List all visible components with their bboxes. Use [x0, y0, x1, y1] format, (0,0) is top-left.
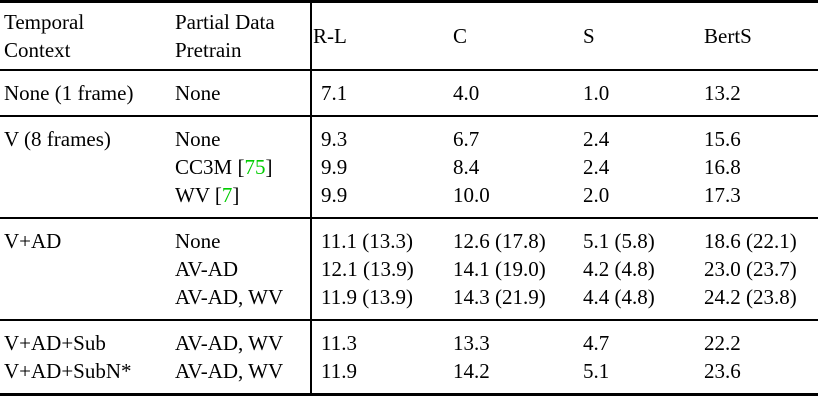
- metric-value-cell: 4.7: [583, 331, 610, 355]
- pretrain-cell: None: [175, 81, 221, 105]
- metric-value-cell: 14.2: [453, 359, 490, 383]
- metric-value-cell: 15.6: [704, 127, 741, 151]
- metric-value-cell: 5.1 (5.8): [583, 229, 655, 253]
- col-header-spice: S: [583, 24, 595, 48]
- metric-value-cell: 12.6 (17.8): [453, 229, 546, 253]
- header-line: Partial Data: [175, 10, 275, 34]
- metric-value-cell: 6.7: [453, 127, 480, 151]
- metric-value-cell: 8.4: [453, 155, 480, 179]
- temporal-context-cell: [0, 255, 171, 283]
- metric-value-cell: 2.4: [583, 127, 610, 151]
- metric-value-cell: 4.4 (4.8): [583, 285, 655, 309]
- metric-value-cell: 18.6 (22.1): [704, 229, 797, 253]
- pretrain-cell: AV-AD, WV: [175, 359, 284, 383]
- table-row: AV-AD, WV 11.9 (13.9) 14.3 (21.9) 4.4 (4.8)…: [0, 283, 818, 320]
- temporal-context-cell: [0, 153, 171, 181]
- temporal-context-cell: V+AD+SubN*: [4, 359, 132, 383]
- pretrain-cell: WV [7]: [175, 183, 240, 207]
- table-row: AV-AD 12.1 (13.9) 14.1 (19.0) 4.2 (4.8) 23.0…: [0, 255, 818, 283]
- metric-value-cell: 24.2 (23.8): [704, 285, 797, 309]
- metric-value-cell: 14.3 (21.9): [453, 285, 546, 309]
- metric-value-cell: 2.0: [583, 183, 610, 207]
- metric-value-cell: 14.1 (19.0): [453, 257, 546, 281]
- pretrain-cell: None: [175, 229, 221, 253]
- metric-value-cell: 2.4: [583, 155, 610, 179]
- header-line: Pretrain: [175, 38, 242, 62]
- header-line: Context: [4, 38, 71, 62]
- table-row: V (8 frames) None 9.3 6.7 2.4 15.6: [0, 116, 818, 153]
- col-header-temporal-context: Temporal Context: [0, 2, 171, 71]
- metric-value-cell: 11.1 (13.3): [310, 218, 452, 255]
- metric-value-cell: 10.0: [453, 183, 490, 207]
- metric-value-cell: 7.1: [310, 70, 452, 116]
- metric-value-cell: 4.0: [453, 81, 480, 105]
- table-row: V+AD+Sub AV-AD, WV 11.3 13.3 4.7 22.2: [0, 320, 818, 357]
- row-group-3: V+AD+Sub AV-AD, WV 11.3 13.3 4.7 22.2 V+AD+Sub…: [0, 320, 818, 395]
- metric-value-cell: 13.2: [704, 81, 741, 105]
- metric-value-cell: 11.9: [310, 357, 452, 395]
- metric-value-cell: 13.3: [453, 331, 490, 355]
- metric-value-cell: 23.0 (23.7): [704, 257, 797, 281]
- metric-value-cell: 5.1: [583, 359, 610, 383]
- metric-value-cell: 22.2: [704, 331, 741, 355]
- temporal-context-cell: V+AD+Sub: [4, 331, 106, 355]
- metric-value-cell: 9.9: [310, 153, 452, 181]
- table-row: CC3M [75] 9.9 8.4 2.4 16.8: [0, 153, 818, 181]
- temporal-context-cell: V (8 frames): [4, 127, 111, 151]
- header-line: Temporal: [4, 10, 85, 34]
- pretrain-cell: AV-AD, WV: [175, 285, 284, 309]
- pretrain-cell: AV-AD, WV: [175, 331, 284, 355]
- table-row: V+AD None 11.1 (13.3) 12.6 (17.8) 5.1 (5.8) 1…: [0, 218, 818, 255]
- metric-value-cell: 9.3: [310, 116, 452, 153]
- temporal-context-cell: None (1 frame): [4, 81, 134, 105]
- metric-value-cell: 1.0: [583, 81, 610, 105]
- col-header-bertscore: BertS: [704, 24, 752, 48]
- table-row: V+AD+SubN* AV-AD, WV 11.9 14.2 5.1 23.6: [0, 357, 818, 395]
- table-header: Temporal Context Partial Data Pretrain R…: [0, 1, 818, 71]
- table-row: WV [7] 9.9 10.0 2.0 17.3: [0, 181, 818, 218]
- temporal-context-cell: [0, 283, 171, 320]
- citation-ref[interactable]: 75: [244, 155, 266, 179]
- pretrain-cell: AV-AD: [175, 257, 239, 281]
- citation-ref[interactable]: 7: [221, 183, 233, 207]
- row-group-1: V (8 frames) None 9.3 6.7 2.4 15.6 CC3M [75] 9.…: [0, 116, 818, 218]
- pretrain-cell: CC3M [75]: [175, 155, 273, 179]
- metric-value-cell: 16.8: [704, 155, 741, 179]
- metric-value-cell: 9.9: [310, 181, 452, 218]
- header-row: Temporal Context Partial Data Pretrain R…: [0, 1, 818, 71]
- table-row: None (1 frame) None 7.1 4.0 1.0 13.2: [0, 70, 818, 116]
- temporal-context-cell: [0, 181, 171, 218]
- row-group-2: V+AD None 11.1 (13.3) 12.6 (17.8) 5.1 (5.8) 1…: [0, 218, 818, 320]
- metric-value-cell: 12.1 (13.9): [310, 255, 452, 283]
- col-header-partial-data-pretrain: Partial Data Pretrain: [171, 2, 311, 71]
- pretrain-cell: None: [175, 127, 221, 151]
- metric-value-cell: 23.6: [704, 359, 741, 383]
- metric-value-cell: 11.9 (13.9): [310, 283, 452, 320]
- metric-value-cell: 4.2 (4.8): [583, 257, 655, 281]
- col-header-rouge-l: R-L: [310, 1, 452, 70]
- row-group-0: None (1 frame) None 7.1 4.0 1.0 13.2: [0, 70, 818, 116]
- metric-value-cell: 11.3: [310, 320, 452, 357]
- metric-value-cell: 17.3: [704, 183, 741, 207]
- col-header-cider: C: [453, 24, 468, 48]
- temporal-context-cell: V+AD: [4, 229, 62, 253]
